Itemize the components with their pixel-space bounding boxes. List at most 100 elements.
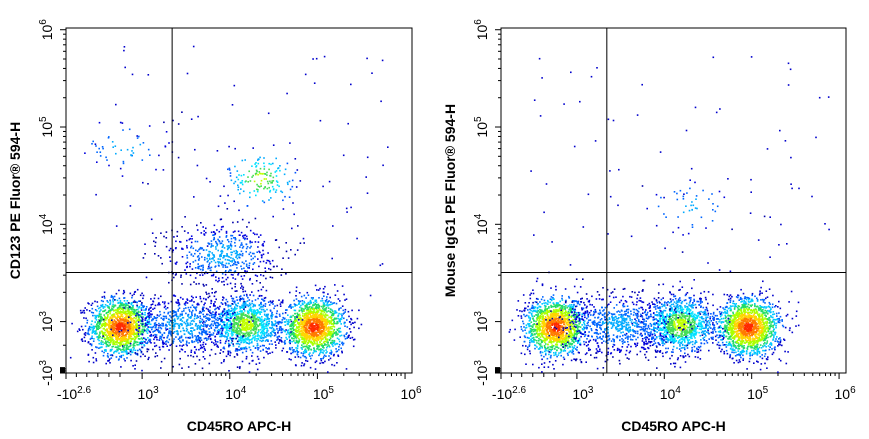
event-dot xyxy=(134,290,137,293)
event-dot xyxy=(238,343,241,346)
event-dot xyxy=(114,327,116,330)
event-dot xyxy=(92,329,94,332)
event-dot xyxy=(204,332,207,334)
event-dot xyxy=(248,315,250,318)
event-dot xyxy=(88,333,90,336)
event-dot xyxy=(111,333,114,335)
event-dot xyxy=(203,331,206,334)
event-dot xyxy=(189,317,192,319)
event-dot xyxy=(160,367,162,369)
event-dot xyxy=(113,335,116,337)
event-dot xyxy=(251,300,254,302)
event-dot xyxy=(304,340,306,343)
event-dot xyxy=(260,324,263,326)
event-dot xyxy=(330,314,333,316)
event-dot xyxy=(341,342,343,345)
event-dot xyxy=(88,327,90,330)
event-dot xyxy=(79,309,82,312)
event-dot xyxy=(147,313,150,315)
event-dot xyxy=(289,334,292,337)
event-dot xyxy=(93,325,96,328)
event-dot xyxy=(131,294,134,297)
event-dot xyxy=(223,346,225,349)
event-dot xyxy=(255,165,258,167)
event-dot xyxy=(232,308,235,310)
event-dot xyxy=(231,337,233,340)
event-dot xyxy=(157,304,159,306)
event-dot xyxy=(153,297,156,300)
event-dot xyxy=(101,319,103,322)
event-dot xyxy=(260,274,262,276)
event-dot xyxy=(199,332,201,335)
event-dot xyxy=(169,311,172,313)
event-dot xyxy=(332,342,335,344)
event-dot xyxy=(324,308,326,310)
event-dot xyxy=(230,317,232,320)
event-dot xyxy=(306,312,308,315)
event-dot xyxy=(138,327,141,329)
event-dot xyxy=(202,309,204,312)
event-dot xyxy=(222,335,225,337)
event-dot xyxy=(194,324,197,327)
event-dot xyxy=(106,323,109,326)
event-dot xyxy=(265,315,267,317)
event-dot xyxy=(344,325,346,327)
event-dot xyxy=(257,337,260,340)
event-dot xyxy=(251,341,253,344)
event-dot xyxy=(301,302,304,305)
event-dot xyxy=(220,320,223,322)
event-dot xyxy=(238,174,240,176)
event-dot xyxy=(141,369,143,372)
event-dot xyxy=(99,306,101,309)
event-dot xyxy=(197,341,199,344)
event-dot xyxy=(163,302,166,305)
event-dot xyxy=(309,322,312,324)
event-dot xyxy=(221,315,224,318)
event-dot xyxy=(294,356,297,358)
event-dot xyxy=(298,302,301,304)
event-dot xyxy=(250,324,253,326)
event-dot xyxy=(123,340,126,342)
event-dot xyxy=(323,319,326,321)
event-dot xyxy=(122,162,125,165)
event-dot xyxy=(315,332,318,335)
event-dot xyxy=(217,324,219,327)
event-dot xyxy=(358,327,360,330)
event-dot xyxy=(233,326,235,328)
event-dot xyxy=(264,336,266,338)
event-dot xyxy=(229,323,231,326)
event-dot xyxy=(324,300,327,302)
event-dot xyxy=(297,315,300,317)
event-dot xyxy=(158,330,161,332)
event-dot xyxy=(300,328,302,330)
event-dot xyxy=(120,329,123,332)
event-dot xyxy=(281,349,283,352)
event-dot xyxy=(112,343,115,345)
event-dot xyxy=(109,303,111,306)
event-dot xyxy=(256,342,259,345)
event-dot xyxy=(126,339,129,341)
event-dot xyxy=(301,325,304,328)
event-dot xyxy=(284,312,287,314)
event-dot xyxy=(181,339,184,341)
event-dot xyxy=(296,334,299,337)
event-dot xyxy=(260,311,263,313)
event-dot xyxy=(205,298,207,300)
event-dot xyxy=(300,320,302,323)
event-dot xyxy=(140,351,143,354)
event-dot xyxy=(117,312,120,315)
event-dot xyxy=(81,311,84,314)
event-dot xyxy=(306,336,309,339)
event-dot xyxy=(261,298,263,300)
event-dot xyxy=(322,352,325,354)
event-dot xyxy=(94,314,96,317)
event-dot xyxy=(264,305,267,307)
event-dot xyxy=(90,311,93,314)
event-dot xyxy=(317,346,319,348)
event-dot xyxy=(248,299,251,301)
event-dot xyxy=(127,346,130,348)
event-dot xyxy=(128,335,130,337)
event-dot xyxy=(151,318,154,321)
event-dot xyxy=(279,315,281,317)
event-dot xyxy=(105,333,107,336)
